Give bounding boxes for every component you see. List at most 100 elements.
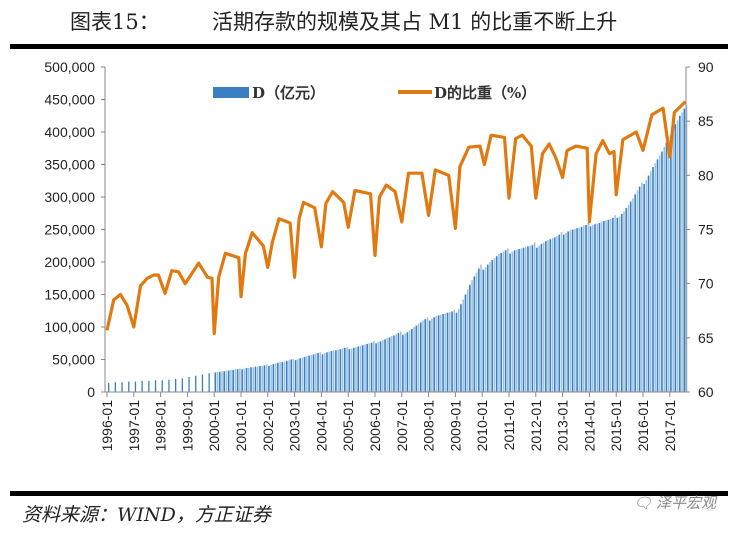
bar	[607, 219, 610, 392]
bar	[625, 208, 628, 392]
bar	[279, 362, 281, 392]
bar	[460, 304, 462, 392]
bar	[294, 360, 297, 392]
watermark: 🗨 泽平宏观	[633, 492, 716, 513]
left-tick-label: 300,000	[44, 189, 95, 205]
bar	[319, 352, 322, 392]
left-tick-label: 0	[87, 384, 95, 400]
bar	[545, 241, 547, 392]
bar	[478, 268, 480, 392]
bar	[574, 228, 576, 392]
bar	[393, 335, 395, 392]
bar	[350, 348, 353, 392]
x-tick-label: 1998-01	[153, 400, 169, 452]
bar	[605, 220, 607, 392]
bar	[346, 347, 348, 392]
bar	[250, 367, 252, 392]
figure-number: 图表15：	[70, 10, 160, 34]
bar	[108, 382, 110, 392]
bar	[681, 112, 683, 392]
right-tick-label: 70	[698, 276, 714, 292]
bar	[471, 280, 473, 392]
x-tick-label: 2003-01	[287, 400, 303, 452]
bar	[254, 366, 257, 392]
bar	[431, 318, 433, 392]
bar	[466, 289, 469, 392]
bar	[299, 358, 301, 392]
left-tick-label: 450,000	[44, 92, 95, 108]
left-tick-label: 100,000	[44, 319, 95, 335]
legend-line-label: D的比重（%）	[434, 84, 536, 102]
bar	[377, 341, 380, 392]
bar	[473, 276, 476, 392]
bar	[214, 372, 217, 392]
bar	[422, 320, 424, 392]
bar	[375, 343, 377, 392]
bar	[600, 221, 603, 392]
bar	[366, 343, 368, 392]
legend: D（亿元） D的比重（%）	[213, 84, 536, 102]
bar	[518, 249, 520, 392]
figure-title: 图表15： 活期存款的规模及其占 M1 的比重不断上升	[0, 4, 738, 36]
bar	[641, 182, 643, 392]
bar	[245, 367, 248, 392]
bar	[587, 223, 590, 392]
left-tick-label: 250,000	[44, 222, 95, 238]
bar	[188, 377, 190, 392]
bar	[560, 232, 563, 392]
bar	[373, 341, 375, 392]
bar	[591, 224, 594, 392]
left-tick-label: 200,000	[44, 254, 95, 270]
bar	[223, 371, 226, 392]
x-tick-label: 2015-01	[608, 400, 624, 452]
bar	[339, 349, 342, 392]
bar	[328, 351, 330, 392]
bar	[620, 213, 623, 392]
bar	[676, 120, 679, 393]
bar	[647, 175, 650, 392]
bar	[484, 267, 487, 392]
bar	[442, 314, 444, 392]
bar	[551, 237, 554, 392]
line-series	[105, 100, 687, 336]
bar	[679, 115, 681, 392]
right-tick-label: 85	[698, 113, 714, 129]
x-tick-label: 2011-01	[501, 400, 517, 451]
bar	[643, 184, 645, 392]
x-tick-label: 1997-01	[126, 400, 142, 452]
x-tick-label: 2010-01	[474, 400, 490, 452]
bar	[361, 345, 364, 392]
bar	[348, 349, 351, 392]
bar	[627, 204, 630, 392]
bar	[161, 380, 163, 392]
bar	[536, 247, 538, 392]
bar	[265, 364, 268, 392]
bar	[565, 232, 567, 392]
bar	[411, 328, 413, 392]
bar	[195, 375, 197, 392]
bar	[533, 242, 536, 392]
x-tick-label: 2008-01	[421, 400, 437, 452]
bar	[685, 104, 688, 392]
bar	[542, 242, 545, 392]
bar	[399, 331, 402, 392]
bar	[317, 353, 319, 392]
bar	[402, 334, 404, 392]
bar	[598, 223, 601, 392]
bar	[674, 124, 677, 392]
bar	[464, 294, 467, 392]
bar-series	[108, 104, 688, 393]
bar	[571, 229, 574, 392]
bar	[281, 362, 284, 392]
bar	[388, 337, 391, 392]
bar	[413, 327, 415, 392]
right-tick-label: 75	[698, 222, 714, 238]
ratio-line	[105, 100, 687, 336]
bar	[498, 254, 500, 392]
bar	[665, 142, 668, 392]
right-tick-label: 60	[698, 384, 714, 400]
bar	[352, 347, 355, 392]
bar	[208, 373, 210, 392]
bar	[493, 258, 496, 392]
